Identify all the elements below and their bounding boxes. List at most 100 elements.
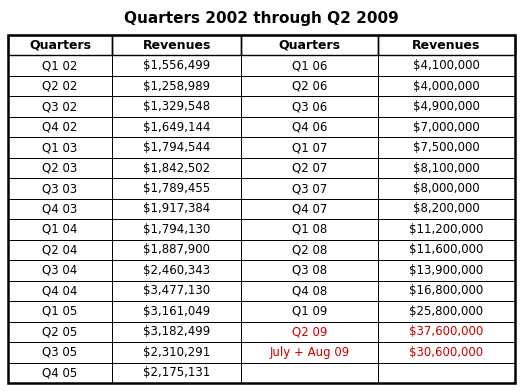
Text: $7,000,000: $7,000,000: [413, 120, 480, 134]
Text: $1,556,499: $1,556,499: [143, 59, 210, 72]
Text: Q4 05: Q4 05: [42, 366, 77, 379]
Text: Q1 05: Q1 05: [42, 305, 77, 318]
Text: Q4 06: Q4 06: [292, 120, 327, 134]
Bar: [8, 301, 112, 321]
Text: $2,460,343: $2,460,343: [143, 264, 210, 277]
Bar: [8, 260, 112, 281]
Text: $7,500,000: $7,500,000: [413, 141, 480, 154]
Bar: [8, 362, 112, 383]
Bar: [378, 240, 515, 260]
Text: Q3 07: Q3 07: [292, 182, 327, 195]
Text: Q1 07: Q1 07: [292, 141, 327, 154]
Bar: [112, 199, 241, 219]
Bar: [378, 321, 515, 342]
Bar: [378, 342, 515, 362]
Text: $4,900,000: $4,900,000: [413, 100, 480, 113]
Bar: [241, 158, 378, 178]
Bar: [241, 56, 378, 76]
Bar: [112, 117, 241, 137]
Text: Q1 09: Q1 09: [292, 305, 327, 318]
Bar: [241, 117, 378, 137]
Bar: [241, 281, 378, 301]
Text: $8,000,000: $8,000,000: [413, 182, 480, 195]
Text: Q4 08: Q4 08: [292, 284, 327, 298]
Text: $2,310,291: $2,310,291: [143, 346, 210, 359]
Text: $2,175,131: $2,175,131: [143, 366, 210, 379]
Bar: [8, 240, 112, 260]
Bar: [8, 321, 112, 342]
Text: $4,000,000: $4,000,000: [413, 80, 480, 93]
Bar: [241, 76, 378, 97]
Text: Q3 05: Q3 05: [42, 346, 77, 359]
Text: $1,887,900: $1,887,900: [143, 244, 210, 256]
Bar: [8, 158, 112, 178]
Bar: [378, 301, 515, 321]
Text: $11,200,000: $11,200,000: [410, 223, 484, 236]
Text: July + Aug 09: July + Aug 09: [269, 346, 350, 359]
Bar: [112, 158, 241, 178]
Text: $1,329,548: $1,329,548: [143, 100, 210, 113]
Bar: [112, 240, 241, 260]
Bar: [378, 362, 515, 383]
Text: Q3 08: Q3 08: [292, 264, 327, 277]
Text: $3,161,049: $3,161,049: [143, 305, 210, 318]
Text: Quarters: Quarters: [29, 39, 91, 52]
Bar: [241, 321, 378, 342]
Bar: [378, 137, 515, 158]
Bar: [241, 199, 378, 219]
Text: Q4 07: Q4 07: [292, 203, 327, 215]
Bar: [241, 362, 378, 383]
Bar: [378, 260, 515, 281]
Text: $1,794,130: $1,794,130: [143, 223, 210, 236]
Bar: [8, 35, 112, 56]
Bar: [112, 219, 241, 240]
Text: Q2 02: Q2 02: [42, 80, 77, 93]
Bar: [378, 178, 515, 199]
Text: Q3 04: Q3 04: [42, 264, 77, 277]
Text: Quarters: Quarters: [279, 39, 340, 52]
Text: Q1 08: Q1 08: [292, 223, 327, 236]
Text: $1,917,384: $1,917,384: [143, 203, 210, 215]
Bar: [8, 281, 112, 301]
Text: $25,800,000: $25,800,000: [410, 305, 484, 318]
Bar: [378, 117, 515, 137]
Bar: [8, 117, 112, 137]
Text: $1,794,544: $1,794,544: [143, 141, 210, 154]
Bar: [241, 97, 378, 117]
Bar: [241, 260, 378, 281]
Bar: [8, 199, 112, 219]
Text: $3,477,130: $3,477,130: [143, 284, 210, 298]
Text: Q3 06: Q3 06: [292, 100, 327, 113]
Bar: [112, 342, 241, 362]
Text: $1,649,144: $1,649,144: [143, 120, 210, 134]
Bar: [112, 56, 241, 76]
Text: Q1 02: Q1 02: [42, 59, 77, 72]
Text: Q2 04: Q2 04: [42, 244, 77, 256]
Text: Q2 09: Q2 09: [292, 325, 327, 338]
Bar: [241, 35, 378, 56]
Text: $4,100,000: $4,100,000: [413, 59, 480, 72]
Bar: [378, 281, 515, 301]
Text: Q1 06: Q1 06: [292, 59, 327, 72]
Bar: [112, 281, 241, 301]
Bar: [112, 97, 241, 117]
Text: Q2 08: Q2 08: [292, 244, 327, 256]
Bar: [8, 178, 112, 199]
Text: $8,100,000: $8,100,000: [413, 161, 480, 174]
Text: Q4 04: Q4 04: [42, 284, 77, 298]
Text: Q4 02: Q4 02: [42, 120, 77, 134]
Bar: [241, 219, 378, 240]
Text: $37,600,000: $37,600,000: [410, 325, 484, 338]
Bar: [112, 137, 241, 158]
Bar: [112, 178, 241, 199]
Bar: [241, 342, 378, 362]
Bar: [241, 301, 378, 321]
Text: $11,600,000: $11,600,000: [410, 244, 484, 256]
Bar: [112, 76, 241, 97]
Bar: [8, 97, 112, 117]
Bar: [8, 219, 112, 240]
Text: $16,800,000: $16,800,000: [410, 284, 484, 298]
Bar: [112, 301, 241, 321]
Bar: [112, 35, 241, 56]
Text: Q1 03: Q1 03: [42, 141, 77, 154]
